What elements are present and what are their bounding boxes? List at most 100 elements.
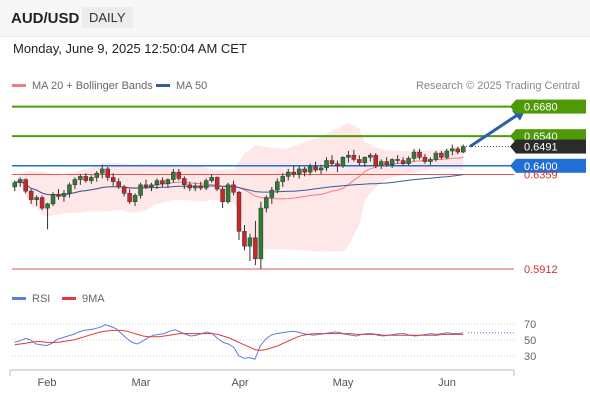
candle-body xyxy=(444,150,450,158)
candle-body xyxy=(264,197,269,209)
level-label: 0.6359 xyxy=(524,169,558,181)
forecast-arrow-shaft xyxy=(469,113,519,148)
level-label-bg xyxy=(516,99,586,114)
candle-body xyxy=(242,231,247,247)
candle xyxy=(384,157,389,167)
candle-body xyxy=(127,193,132,202)
candle xyxy=(154,178,160,190)
candle xyxy=(121,184,127,197)
candle xyxy=(258,201,264,270)
candle-body xyxy=(433,152,439,160)
candle-body xyxy=(373,154,378,167)
candle xyxy=(324,157,329,172)
candle xyxy=(400,157,406,166)
candle-body xyxy=(34,197,39,200)
candle xyxy=(182,176,187,190)
candle xyxy=(12,180,17,192)
candle-body xyxy=(149,184,154,188)
candle xyxy=(422,154,428,164)
candle xyxy=(378,159,384,169)
candle xyxy=(444,148,450,160)
candle xyxy=(100,164,105,179)
x-axis: Feb Mar Apr May Jun xyxy=(9,369,515,389)
candle xyxy=(214,176,220,192)
candle-body xyxy=(307,166,313,173)
legend-9ma: 9MA xyxy=(62,293,105,305)
legend-ma20-label: MA 20 + Bollinger Bands xyxy=(32,80,153,92)
candle xyxy=(236,191,242,240)
candle xyxy=(127,189,132,204)
candle xyxy=(83,173,89,183)
timeframe-badge[interactable]: DAILY xyxy=(82,7,133,28)
candle xyxy=(313,161,318,173)
candle xyxy=(138,182,143,199)
candle xyxy=(428,157,433,165)
level-label-bg xyxy=(516,139,586,154)
candle-body xyxy=(406,158,411,164)
candle xyxy=(94,171,100,182)
candle-body xyxy=(368,154,373,158)
candle-body xyxy=(78,176,83,180)
candle-body xyxy=(357,159,362,163)
research-credit: Research © 2025 Trading Central xyxy=(415,80,580,92)
candle xyxy=(357,155,362,166)
candle xyxy=(45,202,50,230)
legend-ma50: MA 50 xyxy=(156,80,207,92)
candle xyxy=(143,179,149,190)
candle-body xyxy=(187,184,193,189)
rsi-panel: 70 50 30 xyxy=(12,319,536,363)
candle-body xyxy=(28,190,34,200)
level-label: 0.6400 xyxy=(524,161,558,173)
candle-body xyxy=(154,180,160,186)
level-label-pointer xyxy=(510,129,516,144)
candle xyxy=(253,220,258,266)
candle xyxy=(269,186,275,204)
candle xyxy=(373,153,378,168)
candle-body xyxy=(143,184,149,188)
candle xyxy=(165,178,171,188)
candle xyxy=(455,146,461,155)
legend-9ma-label: 9MA xyxy=(82,293,105,305)
candle-body xyxy=(165,179,171,185)
level-label: 0.6680 xyxy=(524,102,558,114)
ma50-swatch xyxy=(156,83,170,87)
candle-body xyxy=(138,184,143,196)
candle-body xyxy=(105,168,110,178)
candle-body xyxy=(160,180,165,185)
candle xyxy=(417,148,422,160)
candle-body xyxy=(302,168,307,173)
candle-body xyxy=(171,171,176,180)
candle xyxy=(89,175,94,184)
legend-ma20: MA 20 + Bollinger Bands xyxy=(12,80,153,92)
candle-body xyxy=(110,177,116,182)
candle-body xyxy=(455,148,461,153)
symbol-title: AUD/USD xyxy=(11,10,80,27)
candle xyxy=(362,156,368,167)
candles-layer xyxy=(12,144,466,270)
candle-body xyxy=(269,189,275,198)
candle-body xyxy=(83,176,89,181)
candle xyxy=(439,150,444,160)
candle-body xyxy=(220,188,225,202)
candle-body xyxy=(395,159,400,161)
rsi-tick-label: 70 xyxy=(524,319,536,331)
candle-body xyxy=(384,161,389,165)
chart-header: AUD/USD DAILY xyxy=(0,0,590,37)
candle-body xyxy=(94,172,100,178)
candle xyxy=(176,168,182,181)
candle xyxy=(346,150,351,163)
candle-body xyxy=(400,160,406,164)
candle xyxy=(329,155,335,166)
candle xyxy=(39,195,45,211)
candle xyxy=(351,149,357,162)
candle xyxy=(285,168,291,181)
candle-body xyxy=(176,171,182,179)
candle xyxy=(34,195,39,206)
level-label-pointer xyxy=(510,99,516,114)
candle xyxy=(264,195,269,213)
candle xyxy=(225,182,231,204)
level-label-bg xyxy=(516,158,586,173)
candle xyxy=(110,173,116,186)
